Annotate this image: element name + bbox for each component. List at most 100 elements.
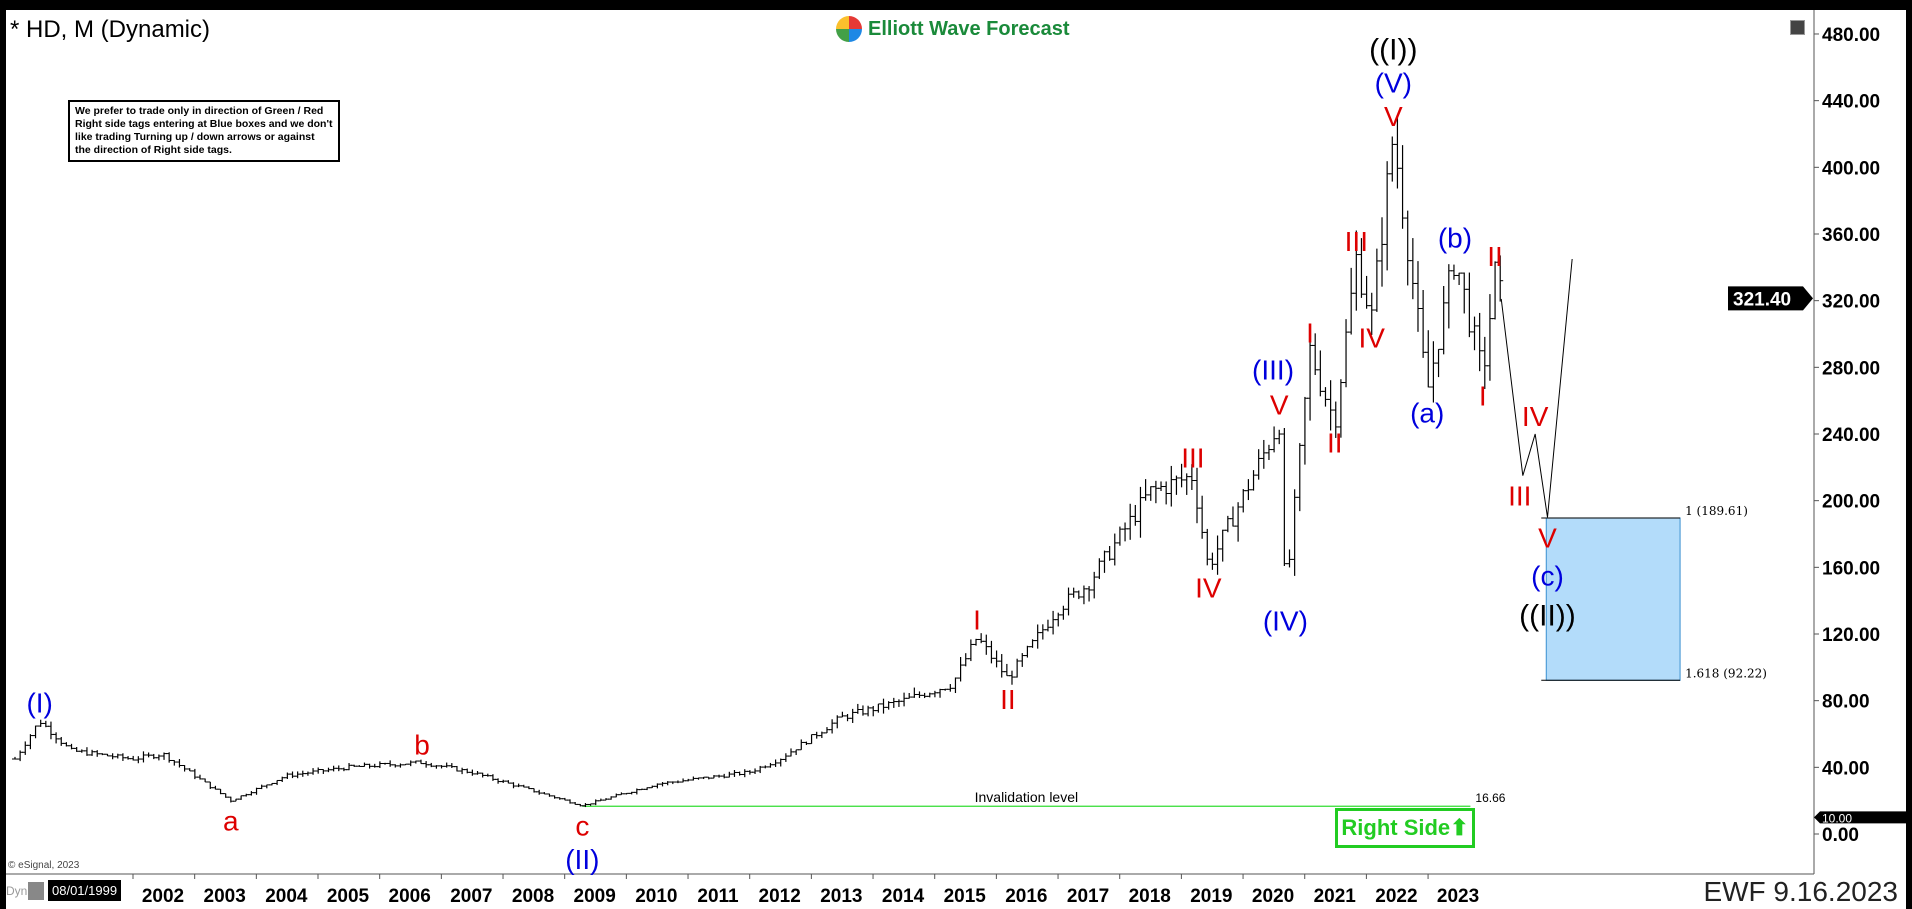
- ohlc-bar: [1039, 624, 1046, 640]
- ohlc-bar: [47, 721, 54, 740]
- ohlc-bar: [1486, 294, 1493, 381]
- ohlc-bar: [1420, 290, 1427, 358]
- y-tick-label: 440.00: [1822, 92, 1880, 113]
- ohlc-bar: [1168, 465, 1175, 507]
- ohlc-bar: [1435, 348, 1442, 378]
- ohlc-bar: [202, 778, 209, 783]
- ohlc-bar: [140, 751, 147, 763]
- ohlc-bar: [356, 765, 363, 767]
- ohlc-bar: [166, 752, 173, 763]
- wave-label: c: [575, 811, 589, 842]
- ohlc-bar: [926, 692, 933, 698]
- ohlc-bar: [227, 796, 234, 803]
- ohlc-bar: [407, 760, 414, 767]
- ohlc-bar: [829, 719, 836, 734]
- ohlc-bar: [808, 734, 815, 745]
- ohlc-bar: [536, 789, 543, 795]
- ohlc-bar: [1265, 444, 1272, 461]
- ohlc-bar: [371, 763, 378, 768]
- ohlc-bar: [947, 684, 954, 692]
- ohlc-bar: [762, 765, 769, 769]
- ohlc-bar: [1322, 387, 1329, 407]
- x-tick-label: 2008: [512, 886, 554, 907]
- ohlc-bar: [32, 725, 39, 739]
- ohlc-bar: [443, 762, 450, 768]
- ohlc-bar: [37, 719, 44, 727]
- wave-label: V: [1384, 101, 1403, 132]
- ohlc-bar: [299, 770, 306, 777]
- ohlc-bar: [988, 640, 995, 664]
- ohlc-bar: [823, 727, 830, 734]
- dynamic-label[interactable]: Dyn: [6, 884, 28, 898]
- ohlc-bar: [232, 798, 239, 802]
- ohlc-bar: [906, 692, 913, 699]
- ohlc-bar: [294, 771, 301, 779]
- ohlc-bar: [551, 795, 558, 799]
- ohlc-bar: [1281, 428, 1288, 567]
- ohlc-bar: [1101, 550, 1108, 573]
- ohlc-bar: [736, 771, 743, 776]
- y-tick-label: 40.00: [1822, 758, 1870, 779]
- ohlc-bar: [741, 769, 748, 778]
- ohlc-bar: [577, 803, 584, 807]
- ohlc-bar: [952, 677, 959, 694]
- ohlc-bar: [757, 765, 764, 774]
- ohlc-bar: [268, 782, 275, 786]
- y-tick-label: 280.00: [1822, 358, 1880, 379]
- ohlc-bar: [22, 741, 29, 755]
- ohlc-bar: [17, 750, 24, 762]
- ohlc-bar: [602, 798, 609, 801]
- ohlc-bar: [448, 763, 455, 769]
- ohlc-bar: [1142, 479, 1149, 501]
- ohlc-bar: [623, 792, 630, 795]
- ohlc-bar: [515, 783, 522, 788]
- ohlc-bar: [1122, 522, 1129, 542]
- up-arrow-icon: ⬆: [1450, 815, 1469, 840]
- ohlc-bar: [402, 763, 409, 766]
- marker-tag: [1814, 811, 1906, 824]
- lock-icon[interactable]: [28, 882, 44, 900]
- ohlc-bar: [1425, 330, 1432, 388]
- ohlc-bar: [865, 705, 872, 717]
- ohlc-bar: [1409, 238, 1416, 300]
- wave-label: V: [1270, 389, 1289, 420]
- ohlc-bar: [618, 792, 625, 796]
- wave-label: (I): [26, 688, 52, 719]
- x-tick-label: 2019: [1190, 886, 1232, 907]
- ohlc-bar: [68, 743, 75, 750]
- ohlc-bar: [474, 770, 481, 775]
- ohlc-bar: [320, 769, 327, 774]
- ohlc-bar: [695, 777, 702, 780]
- ohlc-bar: [412, 760, 419, 764]
- ohlc-bar: [885, 701, 892, 710]
- x-tick-label: 2010: [635, 886, 677, 907]
- ohlc-bar: [304, 771, 311, 776]
- ohlc-bar: [1229, 506, 1236, 527]
- ohlc-bar: [561, 797, 568, 801]
- start-date[interactable]: 08/01/1999: [48, 880, 122, 901]
- x-tick-label: 2014: [882, 886, 925, 907]
- ohlc-bar: [135, 756, 142, 764]
- ohlc-bar: [705, 776, 712, 780]
- ohlc-bar: [1106, 546, 1113, 561]
- x-tick-label: 2021: [1314, 886, 1357, 907]
- restore-window-icon[interactable]: [1790, 20, 1805, 35]
- ohlc-bar: [1430, 341, 1437, 403]
- x-tick-label: 2013: [820, 886, 862, 907]
- ohlc-bar: [186, 768, 193, 772]
- ohlc-bar: [1060, 605, 1067, 620]
- ohlc-bar: [839, 711, 846, 718]
- right-side-tag: Right Side ⬆: [1335, 808, 1475, 848]
- ohlc-bar: [1116, 526, 1123, 546]
- x-tick-label: 2012: [759, 886, 801, 907]
- ohlc-bar: [464, 768, 471, 774]
- ohlc-bar: [854, 703, 861, 714]
- ohlc-bar: [1029, 639, 1036, 648]
- y-tick-label: 160.00: [1822, 558, 1880, 579]
- ohlc-bar: [587, 803, 594, 806]
- ohlc-bar: [130, 755, 137, 761]
- y-tick-label: 200.00: [1822, 492, 1880, 513]
- ohlc-bar: [1173, 475, 1180, 495]
- ohlc-bar: [1461, 272, 1468, 314]
